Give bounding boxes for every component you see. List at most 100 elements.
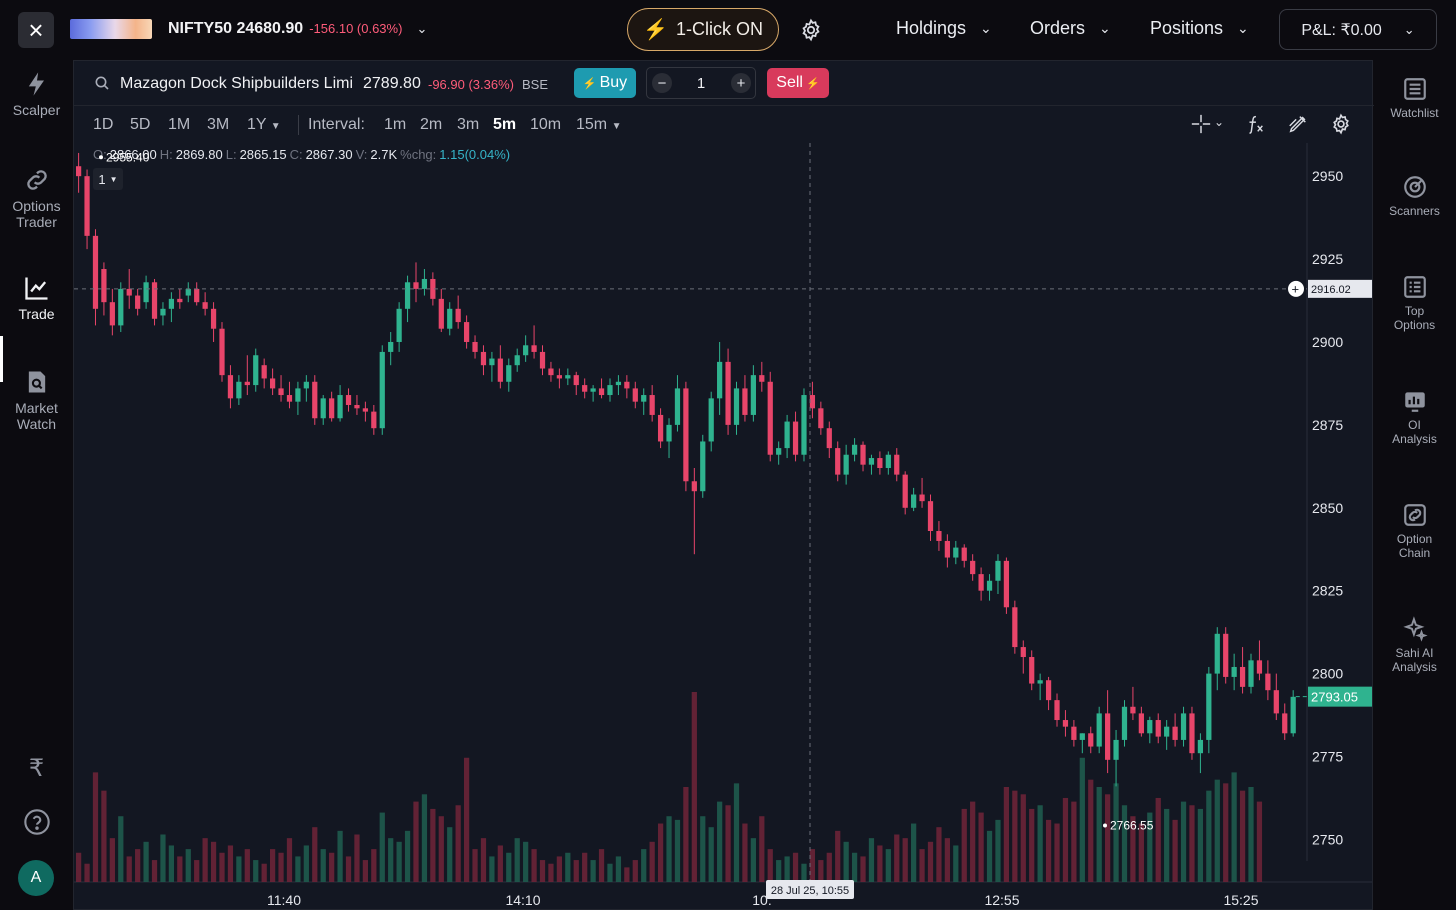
- candle-body: [337, 395, 343, 419]
- nav-positions[interactable]: Positions ⌄: [1150, 18, 1249, 39]
- candle-body: [227, 375, 234, 399]
- volume-bar: [388, 838, 394, 882]
- search-icon[interactable]: [94, 75, 110, 91]
- range-5d[interactable]: 5D: [130, 116, 151, 133]
- high-marker-dot: [99, 155, 103, 160]
- volume-key: V:: [355, 147, 368, 162]
- candle-body: [219, 328, 225, 376]
- crosshair-icon[interactable]: [1190, 113, 1212, 135]
- candle-body: [489, 358, 495, 366]
- candle-body: [1265, 673, 1271, 691]
- volume-bar: [151, 860, 158, 882]
- avatar[interactable]: A: [18, 860, 54, 896]
- volume-bar: [750, 838, 756, 882]
- volume-bar: [657, 823, 664, 882]
- candle-body: [1206, 673, 1212, 740]
- range-3m[interactable]: 3M: [207, 116, 230, 133]
- range-1y[interactable]: 1Y ▼: [247, 116, 281, 134]
- list-icon: [1403, 276, 1426, 298]
- x-tick-label: 12:55: [984, 892, 1019, 908]
- volume-bar: [92, 772, 99, 882]
- candle-body: [438, 298, 444, 329]
- candle-body: [118, 288, 124, 326]
- interval-3m[interactable]: 3m: [457, 116, 480, 133]
- draw-icon[interactable]: [1287, 113, 1309, 135]
- volume-bar: [109, 838, 115, 882]
- interval-15m[interactable]: 15m ▼: [576, 116, 621, 134]
- open-value: 2866.00: [109, 147, 157, 162]
- sidebar-item-scalper[interactable]: Scalper: [0, 70, 73, 118]
- volume-bar: [514, 838, 520, 882]
- sidebar-item-sahi-ai[interactable]: Sahi AI Analysis: [1373, 616, 1456, 674]
- sidebar-item-market-watch[interactable]: Market Watch: [0, 368, 73, 432]
- sidebar-item-oi-analysis[interactable]: OI Analysis: [1373, 388, 1456, 446]
- nav-holdings[interactable]: Holdings ⌄: [896, 18, 992, 39]
- indicators-icon[interactable]: [1244, 113, 1266, 135]
- buy-button[interactable]: ⚡ Buy: [574, 68, 636, 98]
- sidebar-item-help[interactable]: [0, 808, 73, 836]
- sidebar-item-watchlist[interactable]: Watchlist: [1373, 76, 1456, 120]
- range-1m[interactable]: 1M: [168, 116, 191, 133]
- volume-bar: [1155, 797, 1161, 882]
- pnl-dropdown[interactable]: P&L: ₹0.00 ⌄: [1279, 9, 1437, 50]
- y-tick-label: 2925: [1312, 251, 1343, 267]
- nav-holdings-label: Holdings: [896, 18, 967, 38]
- watchlist-icon: [1403, 78, 1426, 100]
- interval-2m[interactable]: 2m: [420, 116, 443, 133]
- volume-bar: [565, 852, 571, 882]
- range-1d[interactable]: 1D: [93, 116, 114, 133]
- candle-body: [700, 441, 706, 492]
- candle-body: [1079, 733, 1085, 740]
- candle-body: [421, 278, 428, 289]
- chart-settings-icon[interactable]: [1330, 113, 1352, 135]
- one-click-label: 1-Click ON: [675, 19, 763, 39]
- quantity-increase-button[interactable]: +: [731, 73, 751, 93]
- candlestick-chart[interactable]: 2950 2925 2900 2875 2850 2825 2800 2775 2750 + 291…: [74, 143, 1372, 909]
- candle-body: [1223, 633, 1229, 677]
- y-tick-label: 2825: [1312, 583, 1343, 599]
- y-tick-label: 2800: [1312, 666, 1343, 682]
- help-icon: [23, 809, 50, 835]
- last-price-label: 2793.05: [1311, 690, 1358, 705]
- close-button[interactable]: ×: [18, 12, 54, 48]
- ohlc-legend: O: 2866.00 H: 2869.80 L: 2865.15 C: 2867.30 …: [93, 147, 510, 162]
- volume-bar: [784, 856, 790, 882]
- volume-bar: [362, 860, 369, 882]
- nav-orders[interactable]: Orders ⌄: [1030, 18, 1111, 39]
- pane-selector[interactable]: 1 ▼: [93, 168, 123, 190]
- sidebar-item-options-trader[interactable]: Options Trader: [0, 166, 73, 230]
- sidebar-item-label: Market Watch: [15, 400, 58, 432]
- index-ticker[interactable]: NIFTY50 24680.90 -156.10 (0.63%) ⌄: [168, 20, 427, 38]
- gear-icon[interactable]: [799, 18, 823, 42]
- sidebar-item-funds[interactable]: ₹: [0, 754, 73, 783]
- candle-body: [143, 282, 149, 303]
- interval-5m[interactable]: 5m: [493, 116, 517, 133]
- last-price-box: [1308, 686, 1372, 707]
- candle-body: [480, 351, 487, 366]
- candle-body: [860, 444, 866, 465]
- volume-bar: [556, 856, 562, 882]
- stock-name[interactable]: Mazagon Dock Shipbuilders Limi: [120, 75, 353, 92]
- quantity-input[interactable]: 1: [696, 75, 706, 92]
- volume-bar: [371, 849, 377, 882]
- sidebar-item-top-options[interactable]: Top Options: [1373, 274, 1456, 332]
- quantity-decrease-button[interactable]: −: [652, 73, 672, 93]
- one-click-toggle[interactable]: ⚡ 1-Click ON: [627, 8, 779, 51]
- interval-1m[interactable]: 1m: [384, 116, 407, 133]
- volume-bar: [1105, 794, 1111, 882]
- x-tick-label: 11:40: [267, 892, 301, 908]
- chevron-down-icon[interactable]: ⌄: [1214, 115, 1225, 129]
- chart-panel: Mazagon Dock Shipbuilders Limi 2789.80 -…: [73, 60, 1374, 910]
- sidebar-item-option-chain[interactable]: Option Chain: [1373, 502, 1456, 560]
- volume-bar: [944, 838, 950, 882]
- candle-body: [877, 458, 883, 468]
- candle-body: [92, 235, 99, 309]
- candle-body: [329, 398, 335, 419]
- sell-button[interactable]: Sell ⚡: [767, 68, 829, 98]
- stock-header: Mazagon Dock Shipbuilders Limi 2789.80 -…: [74, 61, 1374, 106]
- interval-10m[interactable]: 10m: [530, 116, 562, 133]
- pct-change-key: %chg:: [400, 147, 437, 162]
- sidebar-item-scanners[interactable]: Scanners: [1373, 174, 1456, 218]
- exchange-label[interactable]: BSE: [522, 77, 549, 92]
- sidebar-item-trade[interactable]: Trade: [0, 274, 73, 322]
